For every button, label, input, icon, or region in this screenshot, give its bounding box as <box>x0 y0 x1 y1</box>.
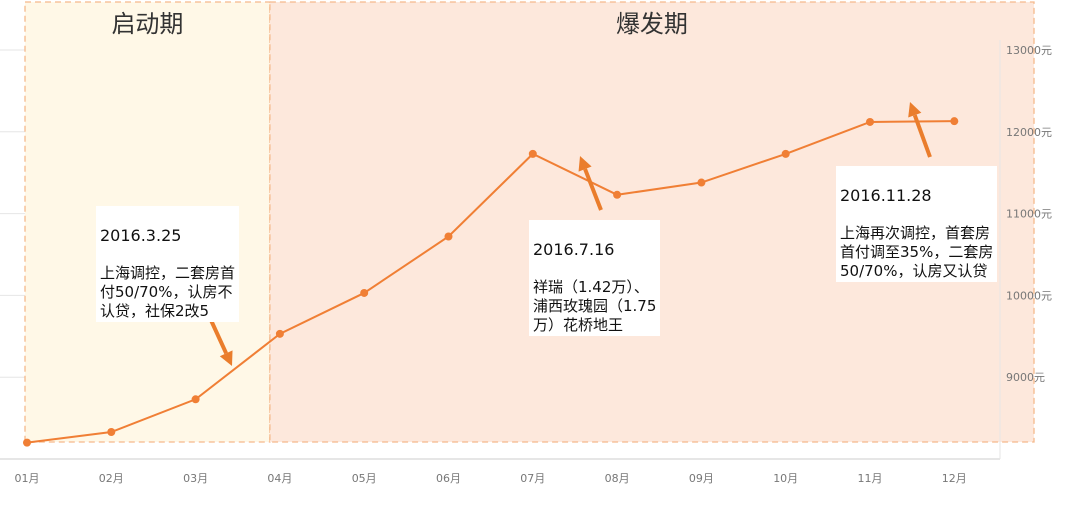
x-tick-label: 06月 <box>436 472 461 485</box>
x-tick-label: 10月 <box>773 472 798 485</box>
data-point <box>275 329 284 338</box>
annotation-text: 上海调控，二套房首 付50/70%，认房不 认贷，社保2改5 <box>100 264 236 320</box>
y-tick-label: 13000元 <box>1006 44 1052 57</box>
data-point <box>613 190 622 199</box>
annotation-date: 2016.3.25 <box>100 226 182 245</box>
x-tick-label: 08月 <box>605 472 630 485</box>
data-point <box>866 117 874 126</box>
annotation-arrow <box>908 102 932 158</box>
data-point <box>528 149 537 158</box>
y-tick-label: 9000元 <box>1006 371 1045 384</box>
annotation-arrows <box>208 102 932 366</box>
arrow-shaft <box>208 317 228 355</box>
annotation-date: 2016.7.16 <box>533 240 615 259</box>
annotation-text: 祥瑞（1.42万）、 浦西玫瑰园（1.75 万）花桥地王 <box>533 278 657 334</box>
annotation-nov: 2016.11.28 上海再次调控，首套房 首付调至35%，二套房 50/70%… <box>836 166 998 282</box>
x-tick-label: 12月 <box>942 472 967 485</box>
x-tick-label: 02月 <box>99 472 124 485</box>
x-tick-label: 11月 <box>858 472 883 485</box>
data-point <box>107 428 116 437</box>
axes: 9000元 10000元 11000元 12000元 13000元 01月 02月 03月 04… <box>0 40 1052 485</box>
data-point <box>950 117 959 126</box>
annotation-arrow <box>578 156 603 211</box>
x-tick-label: 04月 <box>267 472 292 485</box>
data-point <box>23 438 31 447</box>
data-point <box>697 178 706 187</box>
annotation-arrow <box>208 317 233 366</box>
arrow-head <box>219 350 233 366</box>
annotation-jul: 2016.7.16 祥瑞（1.42万）、 浦西玫瑰园（1.75 万）花桥地王 <box>529 220 661 336</box>
annotation-text: 上海再次调控，首套房 首付调至35%，二套房 50/70%，认房又认贷 <box>840 224 994 280</box>
annotation-date: 2016.11.28 <box>840 186 932 205</box>
x-tick-label: 01月 <box>15 472 40 485</box>
series-line <box>26 120 955 444</box>
phase-label: 启动期 <box>111 10 183 38</box>
arrow-shaft <box>583 168 603 211</box>
x-tick-label: 07月 <box>520 472 545 485</box>
arrow-head <box>908 102 922 118</box>
data-point <box>444 232 453 241</box>
arrow-head <box>578 156 592 172</box>
data-point <box>781 149 790 158</box>
x-tick-label: 03月 <box>183 472 208 485</box>
x-tick-label: 09月 <box>689 472 714 485</box>
y-tick-label: 10000元 <box>1006 289 1052 302</box>
arrow-shaft <box>912 114 932 158</box>
phase-label: 爆发期 <box>616 10 688 38</box>
data-point <box>360 288 369 297</box>
data-point <box>191 395 200 404</box>
price-series <box>23 117 959 447</box>
x-tick-label: 05月 <box>352 472 377 485</box>
y-tick-label: 12000元 <box>1006 126 1052 139</box>
annotation-mar: 2016.3.25 上海调控，二套房首 付50/70%，认房不 认贷，社保2改5 <box>96 206 240 322</box>
y-tick-label: 11000元 <box>1006 208 1052 221</box>
